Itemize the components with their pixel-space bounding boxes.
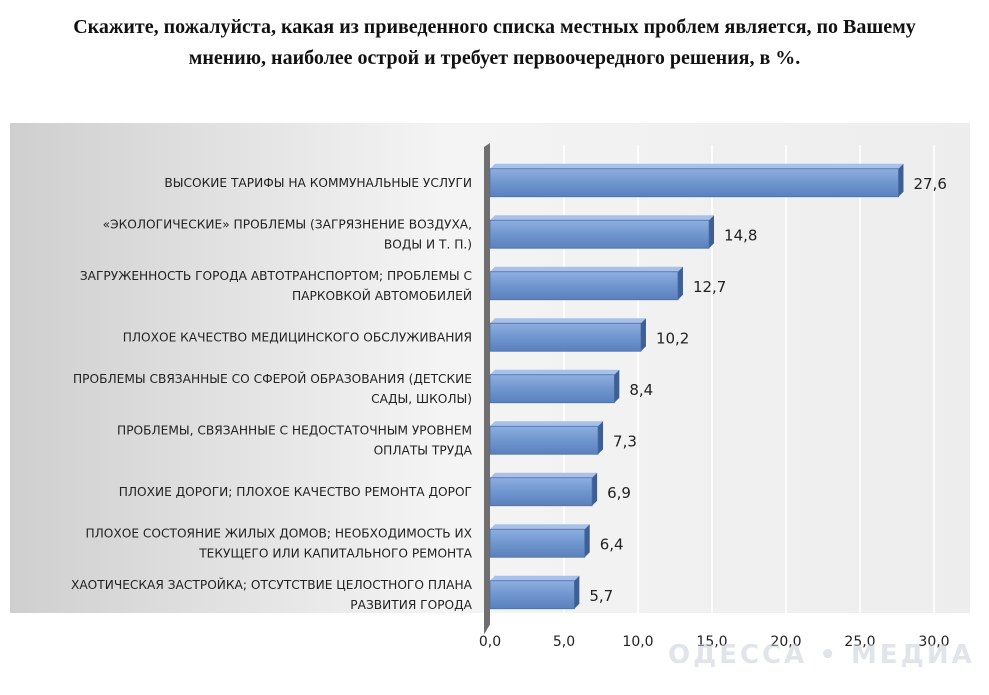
category-label: ПРОБЛЕМЫ, СВЯЗАННЫЕ С НЕДОСТАТОЧНЫМ УРОВ… — [117, 423, 473, 457]
value-label: 5,7 — [589, 587, 613, 605]
labels: 0,0 5,0 10,0 15,0 20,0 25,0 30,0 27,6 ВЫСОКИЕ ТА… — [71, 175, 950, 650]
bar — [489, 322, 642, 352]
category-label: ПЛОХИЕ ДОРОГИ; ПЛОХОЕ КАЧЕСТВО РЕМОНТА Д… — [119, 485, 472, 499]
bar-top-face — [490, 163, 904, 169]
x-tick-label: 20,0 — [770, 634, 801, 650]
bar-top-face — [490, 266, 683, 272]
bar-top-face — [490, 421, 604, 427]
value-label: 10,2 — [656, 329, 689, 347]
value-label: 27,6 — [913, 175, 946, 193]
bar — [489, 271, 679, 301]
x-tick-label: 30,0 — [918, 634, 949, 650]
bar-end-face — [584, 524, 590, 558]
bar-end-face — [614, 369, 620, 403]
bar-end-face — [898, 163, 904, 197]
x-tick-label: 5,0 — [553, 634, 575, 650]
x-tick-label: 25,0 — [844, 634, 875, 650]
y-axis-wall — [484, 143, 490, 635]
x-tick-label: 0,0 — [479, 634, 501, 650]
category-label: ХАОТИЧЕСКАЯ ЗАСТРОЙКА; ОТСУТСТВИЕ ЦЕЛОСТ… — [71, 577, 473, 612]
bar — [489, 477, 593, 507]
bar — [489, 580, 575, 610]
bar-end-face — [592, 472, 598, 506]
value-label: 8,4 — [629, 381, 653, 399]
category-label: ВЫСОКИЕ ТАРИФЫ НА КОММУНАЛЬНЫЕ УСЛУГИ — [164, 176, 472, 190]
bar-top-face — [490, 472, 598, 478]
bar-end-face — [598, 421, 604, 455]
bar-end-face — [574, 575, 580, 609]
value-label: 14,8 — [724, 226, 757, 244]
bar-top-face — [490, 318, 646, 324]
value-label: 6,4 — [600, 535, 624, 553]
bar — [489, 168, 899, 198]
category-label: «ЭКОЛОГИЧЕСКИЕ» ПРОБЛЕМЫ (ЗАГРЯЗНЕНИЕ ВО… — [103, 217, 472, 251]
axis — [484, 143, 490, 635]
bar-top-face — [490, 575, 580, 581]
category-label: ЗАГРУЖЕННОСТЬ ГОРОДА АВТОТРАНСПОРТОМ; ПР… — [80, 269, 472, 303]
x-tick-label: 15,0 — [696, 634, 727, 650]
x-tick-label: 10,0 — [622, 634, 653, 650]
category-label: ПРОБЛЕМЫ СВЯЗАННЫЕ СО СФЕРОЙ ОБРАЗОВАНИЯ… — [73, 371, 472, 406]
chart-title-line-2: мнению, наиболее острой и требует первоо… — [188, 47, 801, 69]
value-label: 12,7 — [693, 278, 726, 296]
chart-title-line-1: Скажите, пожалуйста, какая из приведенно… — [73, 16, 916, 38]
bar-end-face — [677, 266, 683, 300]
bar — [489, 528, 586, 558]
bar-end-face — [640, 318, 646, 352]
category-label: ПЛОХОЕ СОСТОЯНИЕ ЖИЛЫХ ДОМОВ; НЕОБХОДИМО… — [85, 526, 472, 560]
bar-end-face — [709, 215, 715, 249]
bars — [489, 163, 904, 610]
bar — [489, 219, 710, 249]
bar — [489, 374, 615, 404]
chart-title: Скажите, пожалуйста, какая из приведенно… — [10, 12, 979, 74]
value-label: 6,9 — [607, 484, 631, 502]
bar-top-face — [490, 215, 715, 221]
watermark: ОДЕССА • МЕДИА — [668, 640, 975, 670]
category-label: ПЛОХОЕ КАЧЕСТВО МЕДИЦИНСКОГО ОБСЛУЖИВАНИ… — [123, 330, 472, 344]
bar-top-face — [490, 369, 620, 375]
value-label: 7,3 — [613, 432, 637, 450]
bar — [489, 425, 599, 455]
bar-top-face — [490, 524, 590, 530]
